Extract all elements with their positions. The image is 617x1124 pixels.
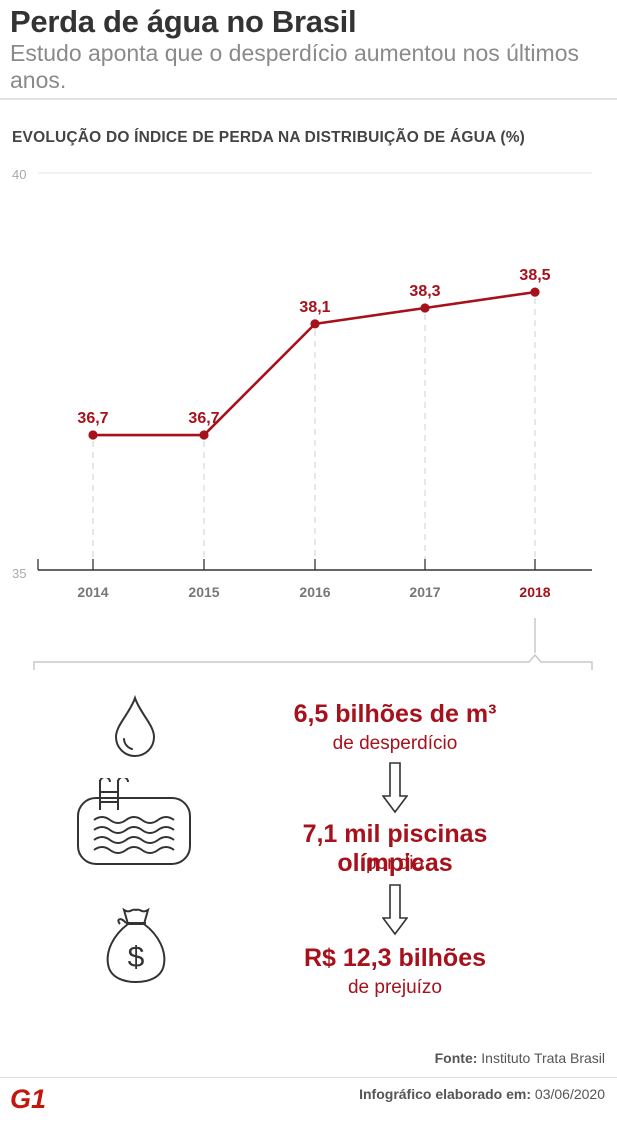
line-chart: 40 35 2014 2015 2016 2017 2018 36,7 36,7 38,1 38,3…	[12, 167, 593, 670]
money-bag-icon: $	[106, 907, 166, 984]
data-point	[88, 430, 98, 440]
stat-value-cost: R$ 12,3 bilhões	[303, 944, 487, 972]
g1-logo: G1	[10, 1084, 46, 1112]
water-drop-icon	[114, 695, 156, 757]
arrow-down-icon	[382, 762, 408, 814]
footer-divider	[0, 1077, 617, 1078]
y-tick-label: 40	[12, 167, 26, 182]
source-note: Fonte: Instituto Trata Brasil	[435, 1050, 605, 1066]
stat-desc-cost: de prejuízo	[347, 977, 442, 998]
data-point	[199, 430, 209, 440]
stats-panel: $ 6,5 bilhões de m³ de desperdício 7,1 m…	[0, 680, 617, 1020]
data-label: 38,1	[299, 299, 330, 316]
x-tick-label: 2018	[519, 584, 550, 600]
stat-desc-pools: por dia	[365, 853, 425, 874]
stat-desc-volume: de desperdício	[332, 733, 458, 754]
arrow-down-icon	[382, 884, 408, 936]
chart-title: EVOLUÇÃO DO ÍNDICE DE PERDA NA DISTRIBUI…	[12, 129, 526, 146]
credit-label: Infográfico elaborado em:	[359, 1086, 532, 1102]
data-label: 36,7	[77, 410, 108, 427]
data-label: 38,5	[519, 267, 550, 284]
source-value: Instituto Trata Brasil	[481, 1050, 605, 1066]
svg-text:G1: G1	[10, 1084, 46, 1112]
stat-value-volume: 6,5 bilhões de m³	[293, 700, 497, 728]
page-subtitle: Estudo aponta que o desperdício aumentou…	[10, 40, 579, 93]
dollar-sign-icon: $	[128, 941, 145, 974]
x-tick-label: 2017	[409, 584, 440, 600]
data-label: 36,7	[188, 410, 219, 427]
bracket	[33, 653, 593, 670]
x-tick-label: 2015	[188, 584, 219, 600]
data-label: 38,3	[409, 283, 440, 300]
data-point	[530, 287, 540, 297]
source-label: Fonte:	[434, 1050, 478, 1066]
x-tick-label: 2014	[77, 584, 108, 600]
data-point	[420, 303, 430, 313]
y-tick-label: 35	[12, 566, 26, 581]
credit-date: 03/06/2020	[534, 1086, 605, 1102]
x-tick-label: 2016	[299, 584, 330, 600]
page-title: Perda de água no Brasil	[10, 4, 357, 39]
swimming-pool-icon	[77, 778, 191, 865]
header-divider	[0, 98, 617, 100]
stat-value-pools: 7,1 mil piscinas olímpicas	[302, 820, 488, 877]
data-point	[310, 319, 320, 329]
credit-note: Infográfico elaborado em: 03/06/2020	[359, 1086, 605, 1102]
